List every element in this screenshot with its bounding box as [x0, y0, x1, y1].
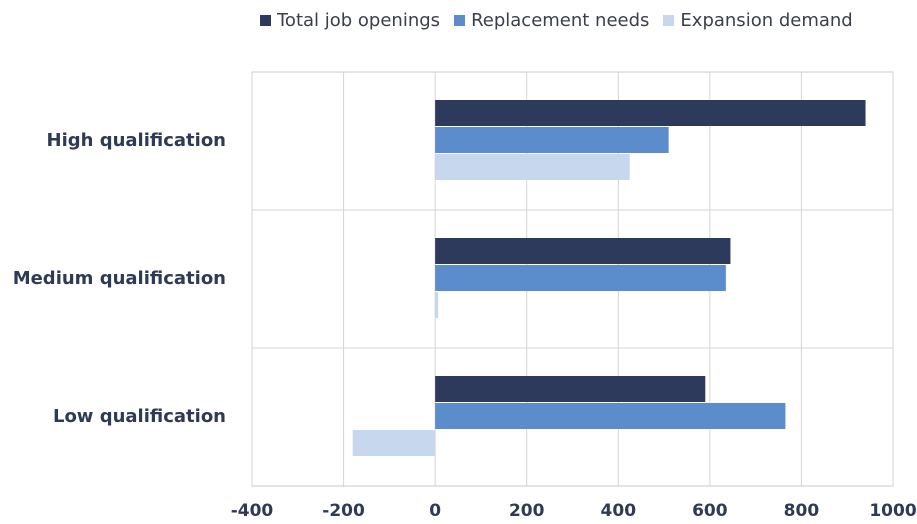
legend-label-total: Total job openings — [277, 10, 441, 31]
x-tick-label: -400 — [231, 501, 274, 521]
legend-label-replacement: Replacement needs — [471, 10, 650, 31]
x-tick-label: 400 — [601, 501, 637, 521]
legend-swatch-expansion — [663, 15, 675, 26]
bar-expansion-demand — [435, 154, 630, 180]
category-label: Low qualification — [53, 406, 226, 427]
legend-item-total-job-openings: Total job openings — [260, 10, 440, 31]
legend-swatch-total — [260, 15, 271, 26]
legend-item-expansion-demand: Expansion demand — [663, 10, 853, 31]
x-tick-label: 1000 — [869, 501, 916, 521]
bar-replacement-needs — [435, 403, 786, 429]
category-label: High qualification — [47, 130, 227, 151]
legend-item-replacement-needs: Replacement needs — [454, 10, 649, 31]
x-tick-label: 600 — [692, 501, 728, 521]
bar-total-job-openings — [435, 238, 731, 264]
x-tick-label: 0 — [429, 501, 441, 521]
legend: Total job openings Replacement needs Exp… — [260, 10, 853, 31]
x-tick-label: -200 — [322, 501, 365, 521]
category-label: Medium qualification — [13, 268, 226, 289]
bar-replacement-needs — [435, 127, 669, 153]
bar-total-job-openings — [435, 376, 706, 402]
bar-replacement-needs — [435, 265, 726, 291]
bar-expansion-demand — [352, 430, 436, 456]
x-tick-label: 800 — [784, 501, 820, 521]
legend-label-expansion: Expansion demand — [680, 10, 853, 31]
bar-expansion-demand — [435, 292, 439, 318]
bar-total-job-openings — [435, 100, 866, 126]
x-tick-label: 200 — [509, 501, 545, 521]
legend-swatch-replacement — [454, 15, 466, 26]
